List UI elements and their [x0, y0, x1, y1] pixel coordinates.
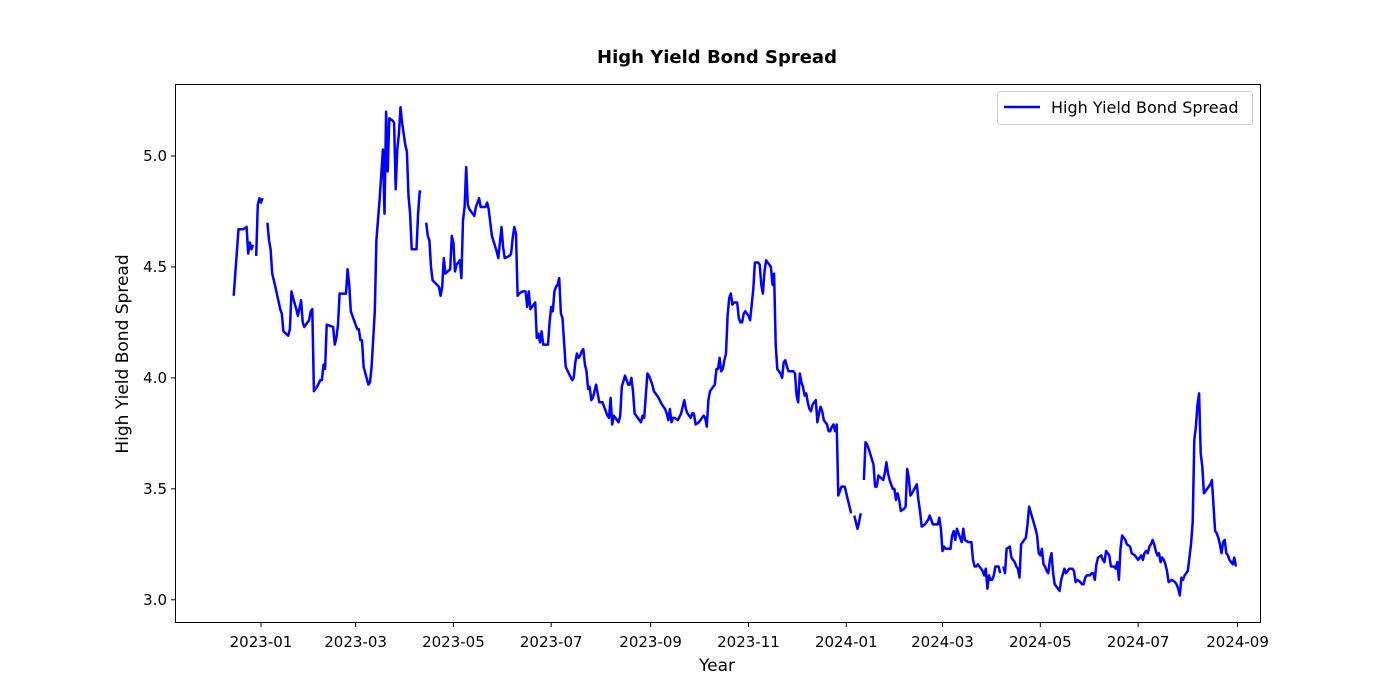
legend-box	[997, 91, 1253, 125]
series-line-segment	[1002, 392, 1238, 597]
x-tick-label: 2023-07	[520, 633, 583, 651]
x-axis-ticks: 2023-01 2023-03 2023-05 2023-07 2023-09 2023-…	[230, 622, 1269, 651]
y-tick-label: 3.0	[143, 591, 167, 609]
series-line-segment	[254, 196, 264, 256]
x-tick-label: 2023-05	[422, 633, 485, 651]
x-tick-label: 2023-09	[619, 633, 682, 651]
series-line-segment	[862, 441, 1002, 590]
x-tick-label: 2023-03	[324, 633, 387, 651]
x-tick-label: 2024-09	[1206, 633, 1269, 651]
y-axis-ticks: 3.0 3.5 4.0 4.5 5.0	[143, 147, 176, 609]
x-tick-label: 2024-07	[1107, 633, 1170, 651]
x-tick-label: 2024-03	[911, 633, 974, 651]
legend: High Yield Bond Spread	[997, 91, 1253, 125]
chart-title: High Yield Bond Spread	[597, 47, 837, 68]
y-tick-label: 4.0	[143, 369, 167, 387]
y-tick-label: 5.0	[143, 147, 167, 165]
plot-lines	[232, 105, 1238, 597]
series-line-segment	[266, 105, 422, 393]
series-line-segment	[853, 513, 862, 531]
x-tick-label: 2024-05	[1009, 633, 1072, 651]
x-axis-label: Year	[698, 656, 735, 676]
y-axis-label: High Yield Bond Spread	[113, 254, 133, 453]
y-tick-label: 4.5	[143, 258, 167, 276]
y-tick-label: 3.5	[143, 480, 167, 498]
plot-frame	[175, 84, 1261, 623]
series-line-segment	[424, 165, 853, 514]
x-tick-label: 2023-01	[230, 633, 293, 651]
x-tick-label: 2023-11	[717, 633, 780, 651]
legend-label: High Yield Bond Spread	[1051, 98, 1239, 117]
series-line-segment	[232, 225, 255, 296]
x-tick-label: 2024-01	[815, 633, 878, 651]
